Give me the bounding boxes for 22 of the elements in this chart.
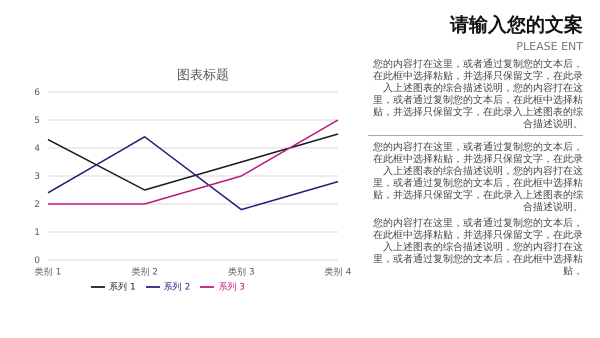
y-tick-label: 3 <box>34 172 40 182</box>
text: PLEASE ENT <box>515 40 583 53</box>
text: 您的内容打在这里，或者通过复制您的文本后，在此框中选择粘贴，并选择只保留文字，在此录入上述图表的综合描述说明，您的内容打在这里，或者通过复制您的文本后，在此框中选择粘贴，并选择只保留文字，在此录入上述图表的综合描述说明。 <box>372 59 583 131</box>
text: 您的内容打在这里，或者通过复制您的文本后，在此框中选择粘贴，并选择只保留文字，在此录入上述图表的综合描述说明，您的内容打在这里，或者通过复制您的文本后，在此框中选择粘贴， <box>372 218 583 278</box>
x-tick-label: 类别 2 <box>131 266 158 278</box>
legend-label: 系列 3 <box>218 282 245 292</box>
text: 请输入您的文案 <box>448 13 583 38</box>
legend-label: 系列 1 <box>109 282 136 292</box>
x-tick-label: 类别 3 <box>228 266 255 278</box>
x-tick-label: 类别 4 <box>324 266 352 278</box>
y-tick-label: 1 <box>34 228 40 238</box>
y-tick-label: 6 <box>34 88 40 98</box>
text: 您的内容打在这里，或者通过复制您的文本后，在此框中选择粘贴，并选择只保留文字，在此录入上述图表的综合描述说明，您的内容打在这里，或者通过复制您的文本后，在此框中选择粘贴，并选择只保留文字，在此录入上述图表的综合描述说明。 <box>372 142 583 214</box>
chart-title: 图表标题 <box>176 67 230 84</box>
legend-label: 系列 2 <box>164 282 190 292</box>
line-series <box>47 133 339 191</box>
y-tick-label: 0 <box>34 256 40 266</box>
y-tick-label: 4 <box>34 144 40 154</box>
line-series <box>47 136 339 210</box>
y-tick-label: 5 <box>34 116 40 126</box>
y-tick-label: 2 <box>34 200 40 210</box>
x-tick-label: 类别 1 <box>34 266 62 278</box>
